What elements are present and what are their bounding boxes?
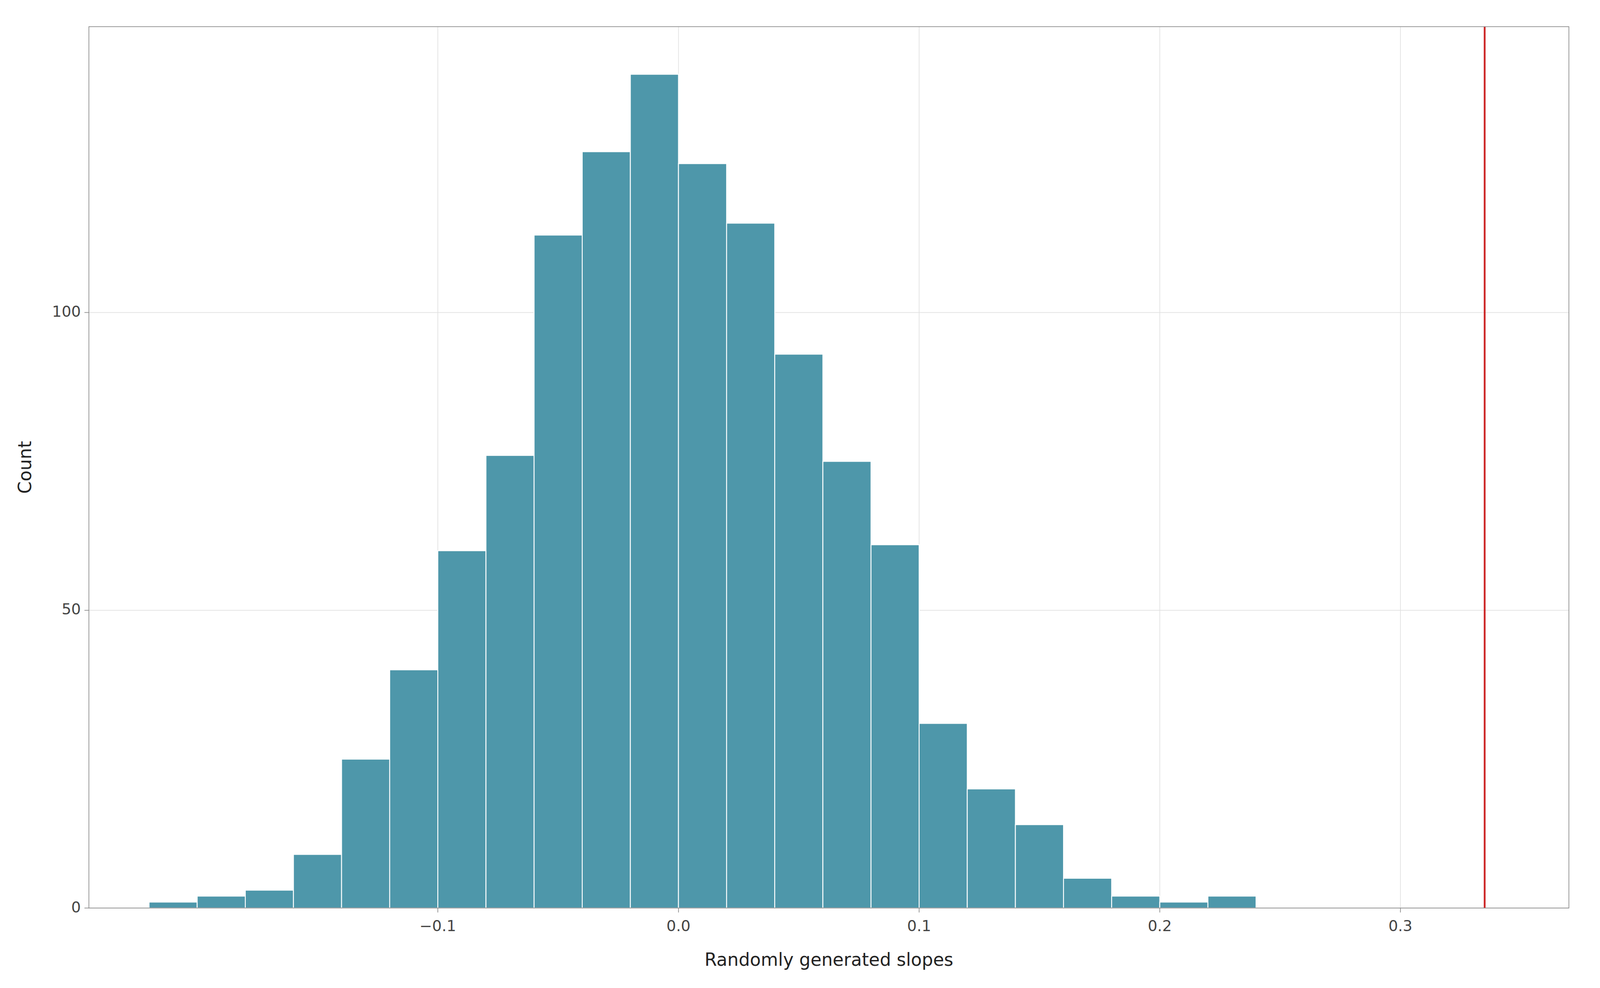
histogram-bar — [1063, 878, 1112, 909]
histogram-bar — [726, 223, 775, 909]
y-tick — [84, 908, 89, 909]
histogram-bar — [871, 544, 920, 909]
y-tick — [84, 610, 89, 612]
histogram-bar — [389, 670, 438, 909]
histogram-bar — [1208, 896, 1256, 909]
histogram-bar — [822, 461, 871, 909]
x-tick — [1159, 908, 1161, 913]
grid — [88, 26, 1569, 909]
chart: −0.1 0.0 0.1 0.2 0.3 0 50 100 Randomly generated… — [0, 0, 1600, 988]
histogram-bar — [774, 354, 823, 909]
x-tick — [1400, 908, 1401, 913]
histogram-bar — [485, 455, 534, 909]
grid-line-x — [1400, 26, 1401, 909]
x-tick-label: 0.0 — [666, 917, 691, 936]
x-tick-label: 0.3 — [1388, 917, 1413, 936]
histogram-bar — [678, 163, 727, 909]
histogram-bar — [1015, 824, 1064, 909]
grid-line-x — [1159, 26, 1161, 909]
x-tick-label: 0.1 — [907, 917, 932, 936]
histogram-bar — [582, 152, 631, 909]
y-tick-label: 0 — [71, 898, 81, 917]
histogram-bar — [1111, 896, 1160, 909]
y-axis-label: Count — [14, 441, 36, 495]
y-tick-label: 50 — [61, 600, 81, 619]
reference-line — [1483, 26, 1486, 909]
x-tick-label: −0.1 — [419, 917, 457, 936]
grid-line-y — [88, 312, 1569, 314]
histogram-bar — [437, 551, 486, 909]
histogram-bar — [293, 854, 342, 909]
x-axis-label: Randomly generated slopes — [704, 949, 954, 971]
axes: −0.1 0.0 0.1 0.2 0.3 0 50 100 — [52, 302, 1413, 936]
x-tick — [918, 908, 920, 913]
histogram-bar — [919, 723, 968, 909]
histogram-bar — [534, 235, 583, 909]
plot-area — [148, 26, 1485, 909]
y-tick — [84, 312, 89, 314]
histogram-bar — [967, 789, 1016, 909]
x-tick-label: 0.2 — [1147, 917, 1172, 936]
histogram-bar — [148, 902, 197, 909]
histogram-bar — [1160, 902, 1208, 909]
x-tick — [437, 908, 439, 913]
plot-frame — [88, 26, 1569, 909]
x-tick — [678, 908, 680, 913]
y-tick-label: 100 — [52, 302, 81, 321]
histogram-bar — [341, 759, 390, 909]
histogram-bar — [245, 890, 294, 909]
histogram-bar — [197, 896, 246, 909]
chart-container: −0.1 0.0 0.1 0.2 0.3 0 50 100 Randomly generated… — [0, 0, 1600, 988]
histogram-bar — [630, 74, 679, 909]
